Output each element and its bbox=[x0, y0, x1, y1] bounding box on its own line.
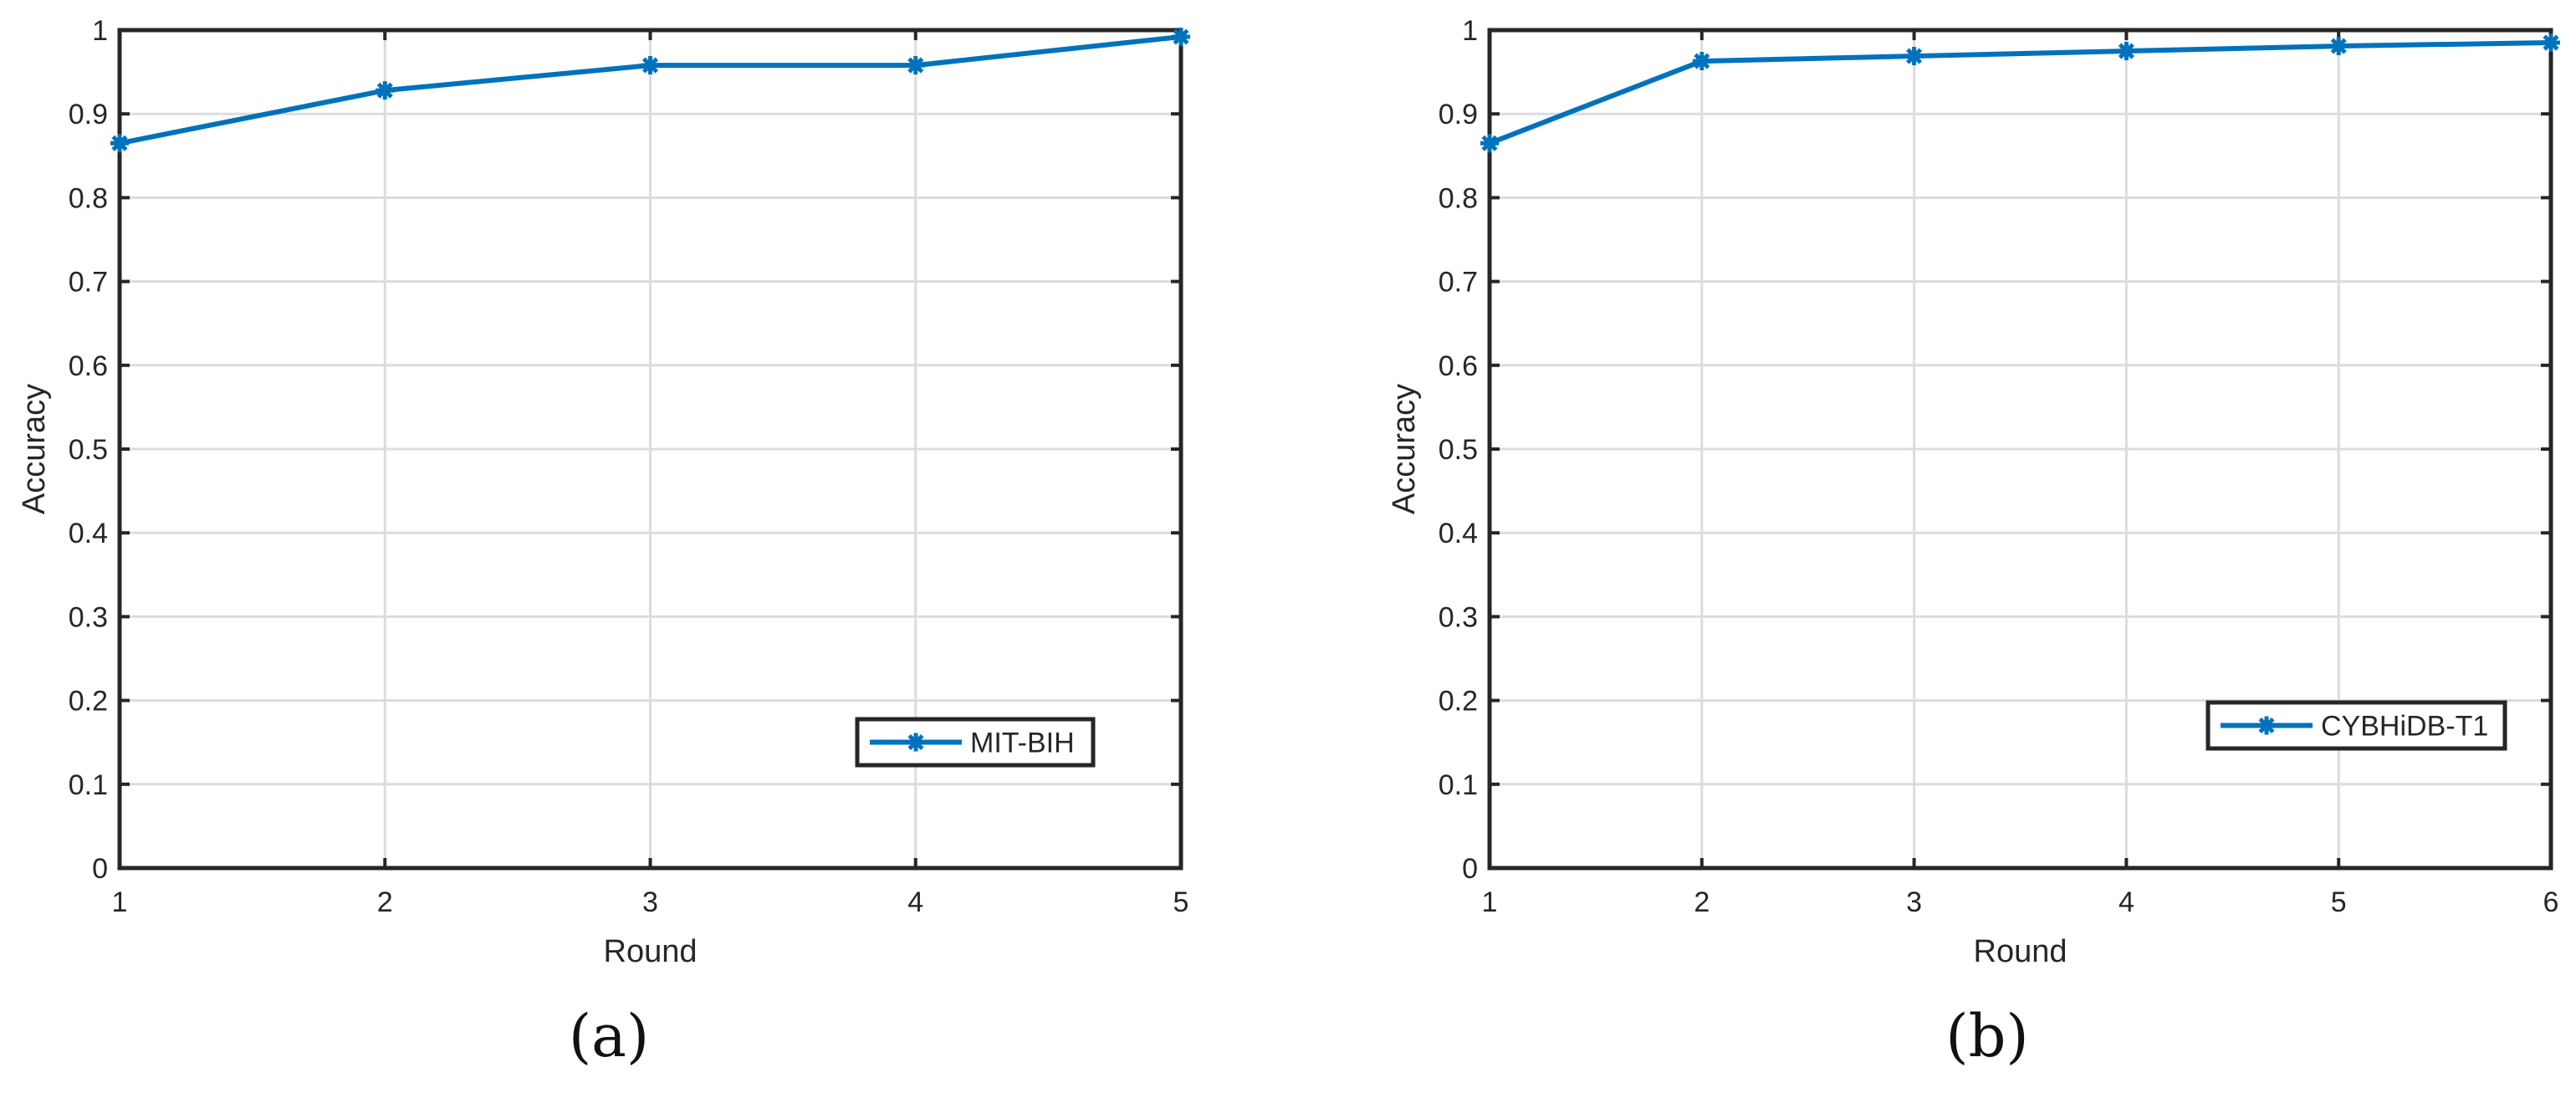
x-tick-label-a: 3 bbox=[642, 886, 658, 918]
y-axis-label-a: Accuracy bbox=[17, 384, 52, 514]
y-tick-label-a: 0.7 bbox=[69, 267, 108, 299]
x-axis-label-b: Round bbox=[1974, 934, 2067, 969]
y-tick-label-b: 0.2 bbox=[1439, 686, 1478, 718]
x-tick-label-b: 5 bbox=[2331, 886, 2347, 918]
y-tick-label-a: 1 bbox=[92, 15, 108, 47]
y-tick-label-b: 1 bbox=[1462, 15, 1478, 47]
y-tick-label-b: 0.8 bbox=[1439, 182, 1478, 214]
y-axis-label-b: Accuracy bbox=[1387, 384, 1422, 514]
panel-label-a: (a) bbox=[568, 1002, 650, 1070]
axes-box-a bbox=[117, 28, 1183, 871]
data-point-b bbox=[2117, 42, 2136, 61]
legend-marker-a bbox=[907, 733, 925, 752]
data-point-a bbox=[1172, 28, 1190, 47]
legend-box-b bbox=[2205, 700, 2507, 751]
x-axis-label-a: Round bbox=[604, 934, 698, 969]
panel-label-b: (b) bbox=[1945, 1002, 2029, 1070]
y-tick-label-a: 0.4 bbox=[69, 518, 108, 549]
y-tick-label-a: 0.6 bbox=[69, 350, 108, 382]
y-tick-label-a: 0.8 bbox=[69, 182, 108, 214]
legend-marker-b bbox=[2257, 716, 2276, 735]
data-point-b bbox=[1904, 47, 1924, 66]
y-tick-label-b: 0 bbox=[1462, 853, 1478, 885]
y-tick-label-b: 0.7 bbox=[1439, 267, 1478, 299]
axes-box-b bbox=[1487, 28, 2553, 871]
y-tick-label-b: 0.1 bbox=[1439, 769, 1478, 801]
data-point-b bbox=[2542, 33, 2560, 53]
y-tick-label-a: 0.9 bbox=[69, 99, 108, 130]
y-tick-label-b: 0.6 bbox=[1439, 350, 1478, 382]
y-tick-label-a: 0.5 bbox=[69, 434, 108, 466]
data-point-a bbox=[906, 56, 925, 75]
y-tick-label-b: 0.5 bbox=[1439, 434, 1478, 466]
x-tick-label-a: 5 bbox=[1173, 886, 1189, 918]
y-tick-label-b: 0.9 bbox=[1439, 99, 1478, 130]
x-tick-label-b: 6 bbox=[2543, 886, 2559, 918]
series-line-b bbox=[1488, 40, 2552, 146]
x-tick-label-b: 4 bbox=[2119, 886, 2134, 918]
data-point-a bbox=[110, 134, 129, 153]
data-point-b bbox=[1480, 134, 1499, 153]
data-point-b bbox=[1692, 52, 1711, 71]
x-tick-label-b: 1 bbox=[1482, 886, 1498, 918]
y-tick-label-a: 0 bbox=[92, 853, 108, 885]
y-tick-label-a: 0.3 bbox=[69, 601, 108, 633]
x-tick-label-a: 4 bbox=[907, 886, 923, 918]
y-tick-label-b: 0.3 bbox=[1439, 601, 1478, 633]
x-tick-label-a: 1 bbox=[112, 886, 128, 918]
data-point-a bbox=[376, 81, 395, 100]
legend-label-a: MIT-BIH bbox=[970, 728, 1075, 759]
y-tick-label-a: 0.2 bbox=[69, 686, 108, 718]
x-tick-label-a: 2 bbox=[377, 886, 393, 918]
y-tick-label-a: 0.1 bbox=[69, 769, 108, 801]
y-tick-label-b: 0.4 bbox=[1439, 518, 1478, 549]
data-point-b bbox=[2329, 37, 2349, 56]
x-tick-label-b: 3 bbox=[1906, 886, 1922, 918]
x-tick-label-b: 2 bbox=[1694, 886, 1710, 918]
legend-label-b: CYBHiDB-T1 bbox=[2321, 711, 2488, 743]
data-point-a bbox=[641, 56, 660, 75]
